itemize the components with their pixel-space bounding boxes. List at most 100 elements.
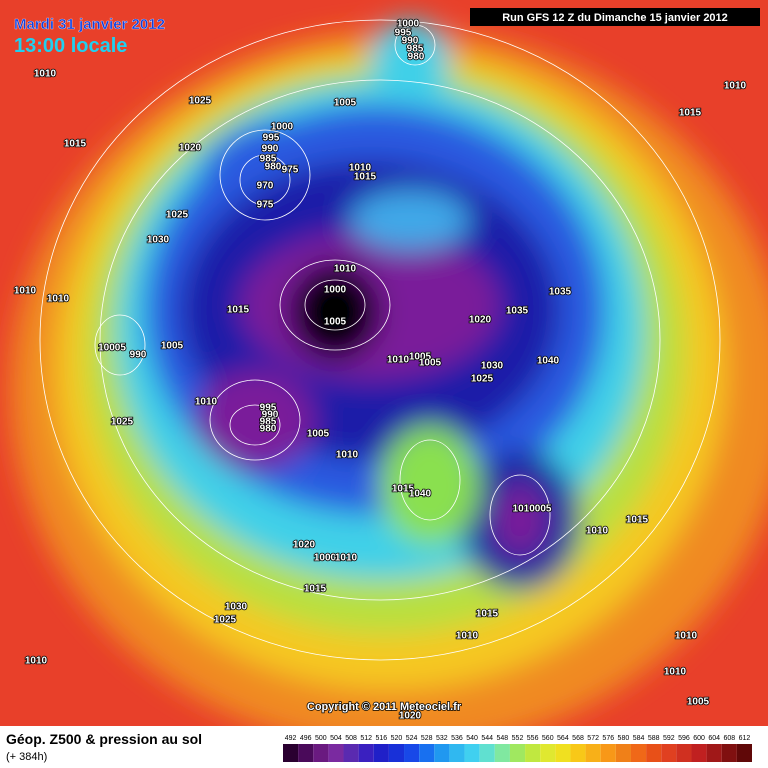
scale-label: 516 — [375, 735, 387, 742]
scale-cell — [358, 744, 374, 762]
scale-cell — [570, 744, 586, 762]
scale-cell — [509, 744, 526, 762]
isobar-label: 1010 — [195, 397, 218, 408]
scale-label: 580 — [618, 735, 630, 742]
isobar-label: 1025 — [166, 210, 189, 221]
isobar-label: 1000 — [324, 285, 347, 296]
isobar-label: 1000 — [314, 553, 337, 564]
isobar-label: 1010 — [724, 81, 747, 92]
time-label: 13:00 locale — [14, 35, 127, 57]
isobar-label: 1015 — [679, 108, 702, 119]
scale-cell — [313, 744, 329, 762]
isobar-label: 990 — [262, 144, 279, 155]
scale-cell — [600, 744, 616, 762]
scale-label: 536 — [451, 735, 463, 742]
scale-cell — [721, 744, 737, 762]
isobar-label: 1015 — [626, 515, 649, 526]
isobar-label: 1005 — [687, 697, 710, 708]
isobar-label: 995 — [260, 403, 277, 414]
scale-cell — [494, 744, 510, 762]
isobar-label: 1010 — [675, 631, 698, 642]
isobar-label: 1025 — [214, 615, 237, 626]
scale-cell — [555, 744, 571, 762]
scale-cell — [630, 744, 647, 762]
isobar-label: 1010 — [34, 69, 57, 80]
date-label: Mardi 31 janvier 2012 — [14, 16, 165, 33]
scale-label: 520 — [391, 735, 403, 742]
scale-label: 540 — [466, 735, 478, 742]
isobar-label: 1025 — [111, 417, 134, 428]
scale-label: 600 — [693, 735, 705, 742]
run-box — [470, 8, 760, 26]
isobar-label: 1020 — [293, 540, 316, 551]
scale-label: 608 — [723, 735, 735, 742]
scale-cell — [464, 744, 480, 762]
isobar-label: 1015 — [476, 609, 499, 620]
scale-cell — [615, 744, 631, 762]
scale-label: 604 — [708, 735, 720, 742]
isobar-label: 1015 — [392, 484, 415, 495]
scale-label: 544 — [481, 735, 493, 742]
scale-cell — [706, 744, 722, 762]
scale-label: 504 — [330, 735, 342, 742]
isobar-label: 1005 — [324, 317, 347, 328]
scale-cell — [479, 744, 495, 762]
isobar-lines — [39, 19, 721, 661]
isobar-label: 1010 — [14, 286, 37, 297]
geopotential-field — [10, 20, 768, 750]
footer-lead: (+ 384h) — [6, 751, 47, 763]
scale-cell — [661, 744, 677, 762]
isobar-label: 1015 — [64, 139, 87, 150]
isobar-label: 980 — [260, 424, 277, 435]
scale-label: 524 — [406, 735, 418, 742]
isobar-label: 1010005 — [513, 504, 552, 515]
scale-label: 552 — [512, 735, 524, 742]
scale-label: 512 — [360, 735, 372, 742]
isobar-label: 10005 — [98, 343, 126, 354]
isobar-label: 1010 — [25, 656, 48, 667]
scale-cell — [676, 744, 692, 762]
scale-cell — [328, 744, 344, 762]
scale-cell — [540, 744, 556, 762]
scale-label: 572 — [587, 735, 599, 742]
isobar-label: 1005 — [334, 98, 357, 109]
footer-title: Géop. Z500 & pression au sol — [6, 731, 202, 747]
copyright: Copyright © 2011 Meteociel.fr — [307, 701, 462, 713]
scale-label: 596 — [678, 735, 690, 742]
scale-label: 564 — [557, 735, 569, 742]
isobar-label: 1015 — [304, 584, 327, 595]
isobar-label: 1020 — [399, 711, 422, 722]
isobar-label: 1010 — [387, 355, 410, 366]
scale-label: 568 — [572, 735, 584, 742]
scale-label: 592 — [663, 735, 675, 742]
scale-cell — [646, 744, 662, 762]
scale-cell — [449, 744, 465, 762]
isobar-label: 1040 — [409, 489, 432, 500]
isobar-label: 1020 — [469, 315, 492, 326]
isobar-label: 980 — [265, 162, 282, 173]
isobar-label: 1010 — [335, 553, 358, 564]
isobar-label: 975 — [257, 200, 274, 211]
isobar-label: 1030 — [225, 602, 248, 613]
scale-label: 496 — [300, 735, 312, 742]
isobar-label: 1010 — [586, 526, 609, 537]
isobar-label: 975 — [282, 165, 299, 176]
isobar-label: 990 — [402, 36, 419, 47]
isobar-label: 970 — [257, 181, 274, 192]
scale-label: 500 — [315, 735, 327, 742]
scale-cell — [388, 744, 405, 762]
isobar-label: 1000 — [271, 122, 294, 133]
isobar-label: 1015 — [227, 305, 250, 316]
scale-label: 528 — [421, 735, 433, 742]
scale-cell — [343, 744, 359, 762]
isobar-label: 995 — [263, 133, 280, 144]
isobar-label: 985 — [260, 154, 277, 165]
isobar-label: 1005 — [419, 358, 442, 369]
isobar-label: 980 — [408, 52, 425, 63]
isobar-label: 985 — [260, 417, 277, 428]
isobar-label: 1005 — [161, 341, 184, 352]
isobar-label: 1005 — [409, 352, 432, 363]
isobar-label: 1030 — [147, 235, 170, 246]
scale-label: 588 — [648, 735, 660, 742]
